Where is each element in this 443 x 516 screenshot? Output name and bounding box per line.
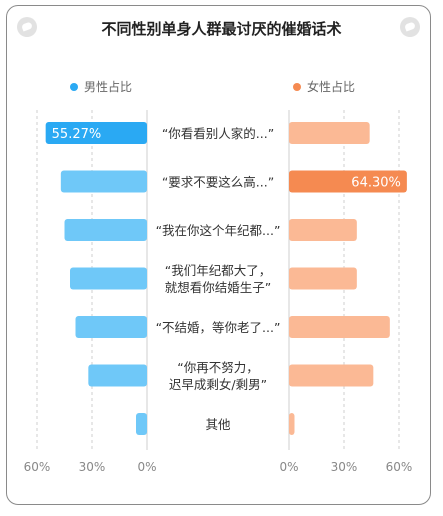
legend-male: 男性占比	[70, 78, 132, 95]
x-tick-label-left: 30%	[79, 460, 106, 474]
category-label: “我们年纪都大了，	[165, 263, 271, 278]
x-tick-label-right: 0%	[279, 460, 298, 474]
category-label: “要求不要这么高...”	[162, 175, 274, 190]
bar-male-value-label: 55.27%	[52, 127, 102, 142]
x-tick-label-left: 0%	[137, 460, 156, 474]
legend-female: 女性占比	[293, 78, 355, 95]
bar-female	[289, 122, 370, 144]
bar-male	[75, 316, 147, 338]
bar-male	[136, 413, 147, 435]
bar-female	[289, 170, 407, 193]
legend-female-label: 女性占比	[307, 80, 356, 94]
bar-male	[70, 267, 147, 290]
bar-female	[289, 219, 357, 241]
bar-male	[45, 122, 148, 144]
x-tick-label-left: 60%	[24, 460, 51, 474]
bar-female	[289, 364, 374, 387]
category-label: “你看看别人家的...”	[162, 126, 274, 141]
x-tick-label-right: 30%	[331, 460, 358, 474]
bar-female-value-label: 64.30%	[351, 176, 401, 191]
bar-female	[289, 316, 390, 338]
legend-female-dot	[293, 82, 301, 91]
bar-female	[289, 267, 357, 290]
legend-male-dot	[70, 82, 78, 91]
bar-male	[64, 219, 147, 241]
category-label: “我在你这个年纪都...”	[156, 223, 281, 238]
logo-badge-icon	[17, 17, 37, 37]
x-tick-label-right: 60%	[386, 460, 413, 474]
bar-male	[88, 364, 147, 387]
category-label: “你再不努力，	[177, 360, 258, 375]
category-label: 迟早成剩女/剩男”	[169, 377, 267, 392]
category-label: “不结婚，等你老了...”	[156, 320, 281, 335]
chart-title: 不同性别单身人群最讨厌的催婚话术	[101, 20, 342, 38]
category-label: 就想看你结婚生子”	[165, 280, 271, 295]
category-label: 其他	[205, 417, 231, 432]
bar-female	[289, 413, 295, 435]
legend-male-label: 男性占比	[84, 80, 133, 94]
bar-male	[60, 170, 148, 193]
logo-badge-icon	[400, 17, 420, 37]
